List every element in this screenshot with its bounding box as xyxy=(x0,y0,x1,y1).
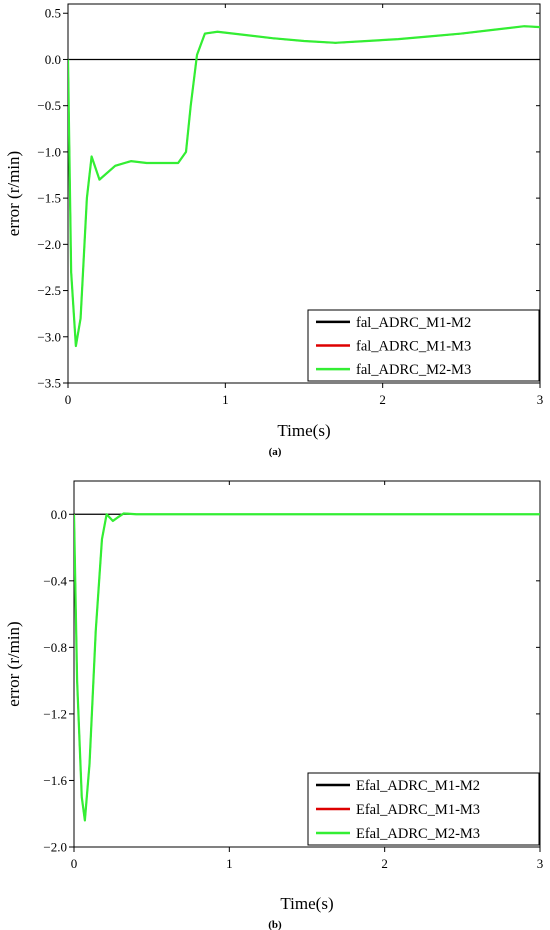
plot-frame xyxy=(73,480,541,848)
chart-panel-b: 0.0 −0.4 −0.8 −1.2 −1.6 −2.0 0 1 2 3 Time(s) error … xyxy=(4,480,544,930)
legend-label: fal_ADRC_M1-M2 xyxy=(356,315,471,331)
series-line-fal_ADRC_M1-M2 xyxy=(68,25,540,347)
panel-caption: (b) xyxy=(268,919,282,930)
x-tick-label: 2 xyxy=(381,856,388,871)
y-axis-title: error (r/min) xyxy=(4,151,23,236)
x-tick-label: 1 xyxy=(222,392,229,407)
x-axis-title: Time(s) xyxy=(280,894,333,913)
y-tick-label: −1.2 xyxy=(43,706,67,721)
legend: Efal_ADRC_M1-M2 Efal_ADRC_M1-M3 Efal_ADRC_… xyxy=(307,772,540,846)
x-tick-label: 0 xyxy=(65,392,72,407)
x-tick-label: 2 xyxy=(379,392,386,407)
y-tick-label: −2.0 xyxy=(43,840,67,855)
series-line-Efal_ADRC_M2-M3 xyxy=(74,512,540,822)
y-tick-label: 0.5 xyxy=(45,6,61,21)
legend-label: Efal_ADRC_M1-M2 xyxy=(356,778,480,794)
legend-label: Efal_ADRC_M1-M3 xyxy=(356,802,480,818)
y-tick-label: −1.0 xyxy=(37,144,61,159)
y-tick-label: −1.5 xyxy=(37,191,61,206)
y-tick-label: −3.5 xyxy=(37,376,61,391)
y-tick-label: 0.0 xyxy=(45,52,61,67)
plot-frame xyxy=(67,3,541,384)
x-tick-label: 3 xyxy=(537,392,544,407)
panel-caption: (a) xyxy=(269,446,282,458)
y-tick-label: −0.8 xyxy=(43,640,67,655)
legend-label: fal_ADRC_M1-M3 xyxy=(356,339,471,355)
x-axis-title: Time(s) xyxy=(277,421,330,440)
legend-label: fal_ADRC_M2-M3 xyxy=(356,362,471,378)
y-tick-label: 0.0 xyxy=(51,507,67,522)
x-tick-label: 3 xyxy=(537,856,544,871)
y-tick-label: −2.5 xyxy=(37,283,61,298)
y-tick-label: −0.4 xyxy=(43,573,67,588)
legend: fal_ADRC_M1-M2 fal_ADRC_M1-M3 fal_ADRC_M2-… xyxy=(307,309,540,382)
y-tick-label: −2.0 xyxy=(37,237,61,252)
legend-label: Efal_ADRC_M2-M3 xyxy=(356,826,480,842)
chart-panel-a: 0.5 0.0 −0.5 −1.0 −1.5 −2.0 −2.5 −3.0 −3.5 0 1 2 3 Ti… xyxy=(4,3,544,458)
y-tick-label: −1.6 xyxy=(43,773,67,788)
series-line-fal_ADRC_M2-M3 xyxy=(68,25,540,348)
x-tick-label: 0 xyxy=(71,856,78,871)
y-tick-label: −3.0 xyxy=(37,329,61,344)
y-tick-label: −0.5 xyxy=(37,98,61,113)
y-axis-title: error (r/min) xyxy=(4,621,23,706)
x-tick-label: 1 xyxy=(226,856,233,871)
series-line-fal_ADRC_M1-M3 xyxy=(68,25,540,347)
